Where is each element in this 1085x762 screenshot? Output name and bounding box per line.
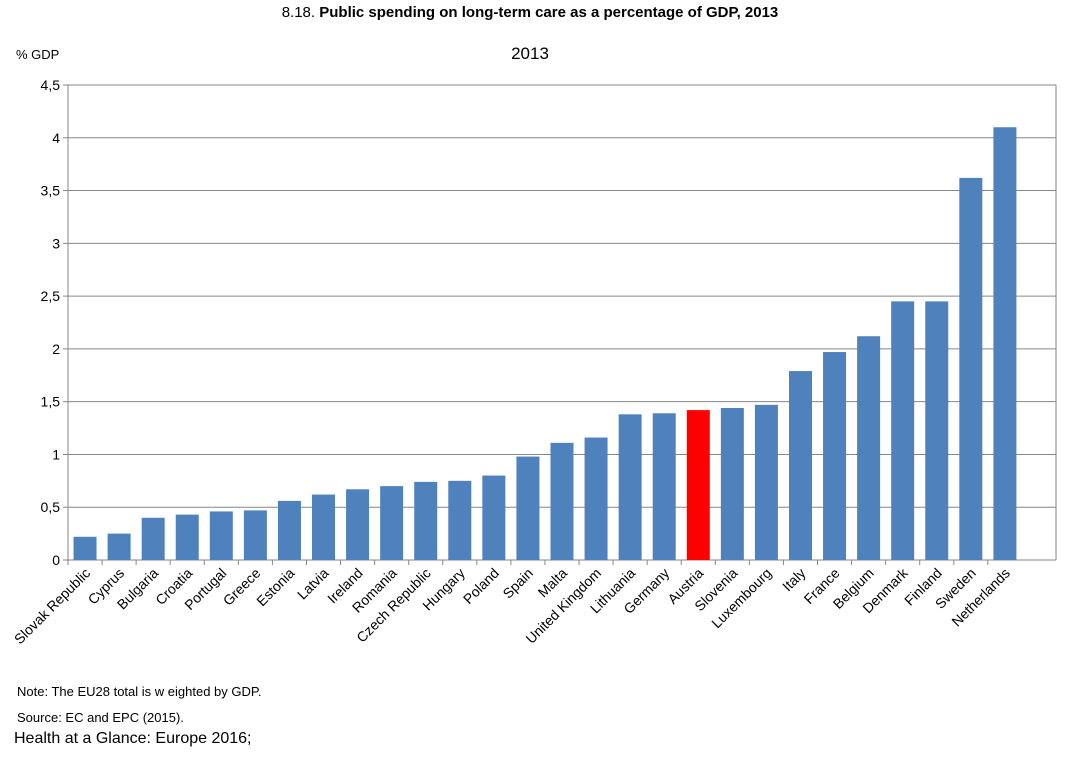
y-axis-unit: % GDP: [16, 47, 60, 62]
x-tick-label: Estonia: [253, 565, 297, 609]
source-text: Source: EC and EPC (2015).: [17, 710, 184, 725]
bar: [993, 127, 1017, 560]
bar: [209, 511, 233, 560]
bar: [891, 301, 915, 560]
bar: [720, 408, 744, 560]
y-tick-label: 1,5: [41, 394, 61, 410]
y-tick-label: 0,5: [41, 499, 61, 515]
figure-number: 8.18.: [281, 4, 316, 21]
bar: [754, 404, 778, 560]
bar: [618, 414, 642, 560]
bar: [550, 442, 574, 560]
y-tick-label: 4: [52, 130, 60, 146]
bar: [175, 514, 199, 560]
bar: [925, 301, 949, 560]
figure-title: 8.18. Public spending on long-term care …: [0, 4, 1060, 21]
y-tick-label: 3,5: [41, 183, 61, 199]
bar: [73, 536, 97, 560]
y-tick-label: 2: [52, 341, 60, 357]
bar: [312, 494, 336, 560]
y-tick-label: 4,5: [41, 77, 61, 93]
x-tick-label: Slovak Republic: [11, 565, 93, 647]
bar: [482, 475, 506, 560]
bar: [448, 480, 472, 560]
bar: [277, 500, 301, 560]
note-text: Note: The EU28 total is w eighted by GDP…: [17, 684, 262, 699]
chart-subtitle: 2013: [511, 44, 549, 63]
bar: [141, 517, 165, 560]
bar: [652, 413, 676, 560]
bar: [243, 510, 267, 560]
x-tick-label: Spain: [499, 565, 536, 602]
bar: [414, 481, 438, 560]
bar: [788, 371, 812, 560]
bar: [857, 336, 881, 560]
y-tick-label: 3: [52, 235, 60, 251]
x-tick-label: Italy: [779, 565, 808, 594]
bar: [823, 352, 847, 560]
bar: [584, 437, 608, 560]
bar: [516, 456, 540, 560]
y-tick-label: 2,5: [41, 288, 61, 304]
bar: [380, 486, 404, 560]
credit-text: Health at a Glance: Europe 2016;: [14, 730, 252, 747]
y-tick-label: 1: [52, 446, 60, 462]
figure-title-text: Public spending on long-term care as a p…: [319, 4, 779, 21]
bar: [346, 489, 370, 560]
bar: [686, 410, 710, 560]
bar: [959, 177, 983, 560]
y-tick-label: 0: [52, 552, 60, 568]
x-tick-label: Poland: [460, 565, 502, 607]
bar: [107, 533, 131, 560]
